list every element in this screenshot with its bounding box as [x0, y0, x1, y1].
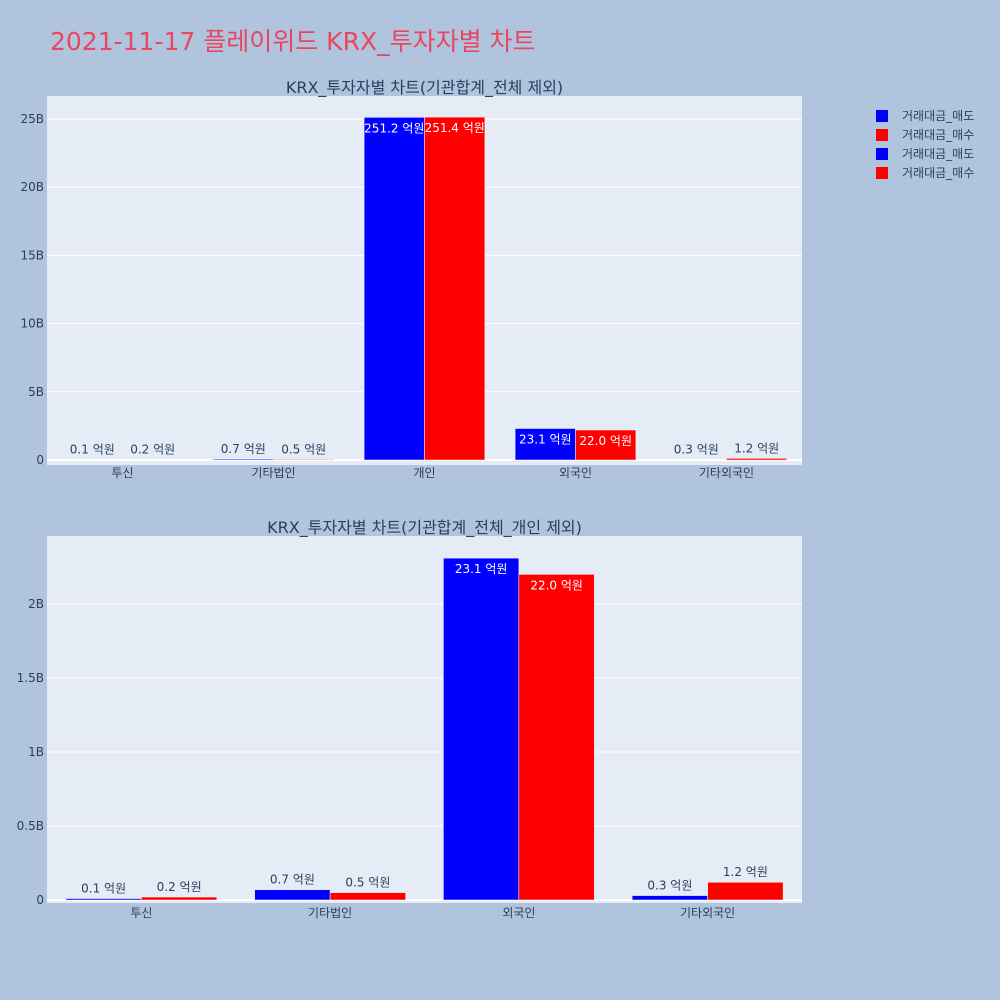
y-tick-label: 0 [36, 453, 44, 467]
chart-panel-2: 0 0.5B 1B 1.5B 2B KRX_투자자별 차트(기관합계_전체_개인 제외) 투… [17, 518, 802, 920]
bar-sell [665, 459, 727, 461]
data-label: 0.1 억원 [81, 882, 126, 896]
legend-item[interactable]: 거래대금_매도 [876, 144, 974, 163]
bar-sell [363, 117, 425, 461]
data-label: 0.5 억원 [281, 442, 326, 456]
bar-buy [141, 896, 218, 901]
chart-panel-1: 0 5B 10B 15B 20B 25B KRX_투자자별 차트(기관합계_전체 제외) 투신… [20, 78, 802, 480]
legend-swatch-sell [876, 147, 888, 160]
bar-buy [575, 429, 637, 461]
x-tick-label: 외국인 [502, 906, 535, 920]
data-label: 0.7 억원 [221, 442, 266, 456]
y-tick-label: 1B [28, 745, 44, 759]
bar-buy [329, 892, 406, 901]
bar-buy [518, 574, 595, 901]
legend-swatch-buy [876, 166, 888, 179]
legend-label: 거래대금_매수 [902, 128, 975, 142]
bar-sell [514, 428, 576, 461]
legend-label: 거래대금_매도 [902, 109, 975, 123]
x-tick-label: 기타외국인 [699, 466, 754, 480]
data-label: 251.4 억원 [425, 121, 485, 135]
data-label: 251.2 억원 [364, 121, 424, 135]
y-tick-label: 0.5B [17, 819, 44, 833]
legend-label: 거래대금_매수 [902, 166, 975, 180]
data-label: 0.2 억원 [157, 880, 202, 894]
x-tick-label: 개인 [413, 466, 435, 480]
data-label: 1.2 억원 [734, 441, 779, 455]
y-tick-label: 15B [20, 248, 44, 262]
y-tick-label: 10B [20, 317, 44, 331]
chart-title: KRX_투자자별 차트(기관합계_전체 제외) [286, 78, 563, 98]
bar-sell [212, 458, 274, 461]
bar-buy [122, 459, 184, 461]
x-tick-label: 기타법인 [308, 906, 352, 920]
bar-buy [273, 459, 335, 461]
data-label: 22.0 억원 [579, 434, 632, 448]
y-tick-label: 0 [36, 893, 44, 907]
x-tick-label: 외국인 [559, 466, 592, 480]
x-tick-label: 기타외국인 [680, 906, 735, 920]
x-tick-label: 투신 [111, 466, 133, 480]
x-tick-label: 투신 [130, 906, 152, 920]
chart-title: KRX_투자자별 차트(기관합계_전체_개인 제외) [267, 518, 582, 538]
bar-sell [65, 898, 142, 901]
bar-sell [61, 459, 123, 461]
data-label: 0.5 억원 [345, 876, 390, 890]
legend: 거래대금_매도 거래대금_매수 거래대금_매도 거래대금_매수 [876, 106, 974, 182]
legend-item[interactable]: 거래대금_매수 [876, 125, 974, 144]
bar-buy [707, 881, 784, 901]
bar-sell [254, 889, 331, 901]
bar-buy [424, 116, 486, 461]
legend-swatch-sell [876, 109, 888, 122]
bar-sell [631, 895, 708, 901]
y-tick-label: 2B [28, 597, 44, 611]
data-label: 0.3 억원 [647, 879, 692, 893]
page-title: 2021-11-17 플레이위드 KRX_투자자별 차트 [50, 27, 536, 56]
data-label: 0.3 억원 [674, 443, 719, 457]
y-tick-label: 1.5B [17, 671, 44, 685]
legend-swatch-buy [876, 128, 888, 141]
legend-item[interactable]: 거래대금_매수 [876, 163, 974, 182]
y-tick-label: 20B [20, 180, 44, 194]
data-label: 23.1 억원 [519, 432, 572, 446]
x-tick-label: 기타법인 [251, 466, 295, 480]
data-label: 0.1 억원 [70, 443, 115, 457]
y-tick-label: 5B [28, 385, 44, 399]
data-label: 23.1 억원 [455, 562, 508, 576]
plot-area [47, 536, 802, 903]
legend-item[interactable]: 거래대금_매도 [876, 106, 974, 125]
legend-label: 거래대금_매도 [902, 147, 975, 161]
data-label: 0.7 억원 [270, 873, 315, 887]
bar-sell [443, 557, 520, 901]
data-label: 0.2 억원 [130, 443, 175, 457]
bar-buy [726, 458, 788, 461]
data-label: 1.2 억원 [723, 865, 768, 879]
data-label: 22.0 억원 [530, 578, 583, 592]
y-tick-label: 25B [20, 112, 44, 126]
